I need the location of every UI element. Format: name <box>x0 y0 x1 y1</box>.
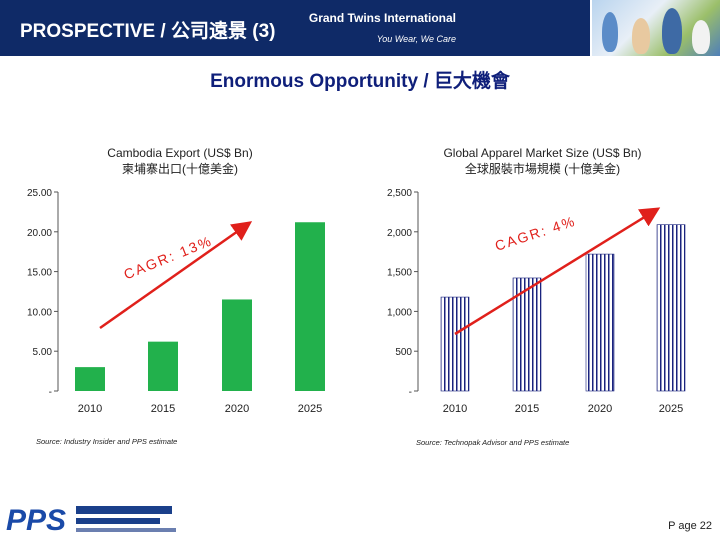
y-tick-label: 10.00 <box>27 307 52 318</box>
bar-2010 <box>440 296 470 392</box>
x-tick-label: 2015 <box>515 403 539 415</box>
y-tick-label: 2,500 <box>387 188 412 199</box>
y-tick-label: - <box>409 387 412 398</box>
x-tick-label: 2015 <box>151 403 175 415</box>
right-chart-title-en: Global Apparel Market Size (US$ Bn) <box>443 146 642 160</box>
x-tick-label: 2020 <box>588 403 612 415</box>
y-tick-label: 1,000 <box>387 307 412 318</box>
y-tick-label: 5.00 <box>33 347 53 358</box>
right-chart-title: Global Apparel Market Size (US$ Bn) 全球服裝… <box>410 145 675 177</box>
logo-english-line <box>76 528 176 532</box>
left-chart: 25.00 20.00 15.00 10.00 5.00 - 2010 2015 2020 202… <box>27 188 325 415</box>
cagr-arrow <box>454 207 661 336</box>
left-chart-source: Source: Industry Insider and PPS estimat… <box>36 437 178 446</box>
bar-2010 <box>75 367 105 391</box>
bar-2015 <box>148 341 178 391</box>
photo-figure <box>662 8 682 54</box>
cagr-arrow <box>99 221 253 330</box>
left-chart-title-zh: 柬埔寨出口(十億美金) <box>122 162 238 176</box>
brand-name: Grand Twins International <box>308 11 456 25</box>
logo-khmer-line <box>76 518 160 524</box>
y-tick-label: 25.00 <box>27 188 52 199</box>
x-tick-label: 2020 <box>225 403 249 415</box>
right-chart: 2,500 2,000 1,500 1,000 500 - 2010 2015 2020 2025… <box>387 188 686 415</box>
bar-2020 <box>222 299 252 391</box>
right-chart-source: Source: Technopak Advisor and PPS estima… <box>416 438 570 447</box>
left-chart-title-en: Cambodia Export (US$ Bn) <box>107 146 253 160</box>
header-title: PROSPECTIVE / 公司遠景 (3) <box>20 21 276 42</box>
brand-tagline: You Wear, We Care <box>376 34 456 44</box>
header: PROSPECTIVE / 公司遠景 (3) Grand Twins Inter… <box>0 0 720 58</box>
pps-logo: PPS <box>6 504 176 536</box>
cagr-label: CAGR: 4% <box>493 213 578 254</box>
y-tick-label: - <box>49 387 52 398</box>
header-photo <box>592 0 720 56</box>
y-tick-label: 2,000 <box>387 228 412 239</box>
bar-2025 <box>295 222 325 391</box>
y-tick-label: 20.00 <box>27 228 52 239</box>
bar-2020 <box>585 253 615 392</box>
y-tick-label: 1,500 <box>387 268 412 279</box>
logo-khmer-line <box>76 506 172 514</box>
right-chart-title-zh: 全球服裝市場規模 (十億美金) <box>464 162 621 176</box>
photo-figure <box>632 18 650 54</box>
photo-figure <box>602 12 618 52</box>
y-tick-label: 500 <box>395 347 412 358</box>
x-tick-label: 2010 <box>443 403 467 415</box>
photo-figure <box>692 20 710 54</box>
x-tick-label: 2010 <box>78 403 102 415</box>
x-tick-label: 2025 <box>659 403 683 415</box>
page-title: Enormous Opportunity / 巨大機會 <box>210 71 510 92</box>
y-tick-label: 15.00 <box>27 268 52 279</box>
left-chart-title: Cambodia Export (US$ Bn) 柬埔寨出口(十億美金) <box>60 145 300 177</box>
page-number: P age 22 <box>668 520 712 532</box>
bar-2025 <box>656 224 686 392</box>
x-tick-label: 2025 <box>298 403 322 415</box>
header-bar: PROSPECTIVE / 公司遠景 (3) Grand Twins Inter… <box>0 0 590 56</box>
pps-logo-text: PPS <box>6 504 66 536</box>
